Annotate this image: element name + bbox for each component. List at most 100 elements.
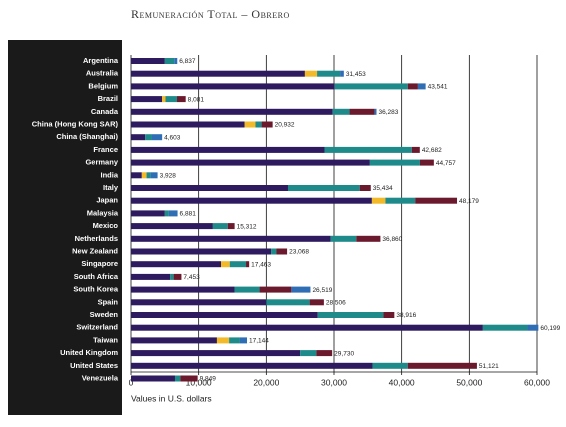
bar-segment: [131, 362, 373, 369]
category-label: United Kingdom: [60, 348, 118, 357]
bar-segment: [165, 96, 178, 103]
bar-segment: [407, 362, 477, 369]
bar-segment: [131, 324, 483, 331]
total-label: 6,881: [180, 211, 197, 218]
bar-segment: [164, 210, 169, 217]
category-label: Netherlands: [75, 234, 118, 243]
bar-segment: [324, 146, 412, 153]
total-label: 17,463: [251, 261, 271, 268]
bar-segment: [316, 350, 333, 357]
bar-segment: [174, 375, 181, 382]
category-label: Venezuela: [82, 373, 119, 382]
category-label: Japan: [96, 196, 118, 205]
category-label: United States: [70, 361, 118, 370]
total-label: 36,860: [382, 236, 402, 243]
total-label: 23,068: [289, 249, 309, 256]
bar-segment: [255, 121, 262, 128]
bar-segment: [332, 108, 350, 115]
bar-segment: [131, 223, 213, 230]
bar-segment: [131, 70, 305, 77]
bar-segment: [349, 108, 375, 115]
category-label: India: [100, 170, 118, 179]
bar-segment: [239, 337, 248, 344]
category-label: Brazil: [98, 94, 118, 103]
total-label: 28,506: [326, 300, 346, 307]
bar-segment: [374, 108, 377, 115]
bar-segment: [407, 83, 418, 90]
total-label: 51,121: [479, 363, 499, 370]
total-label: 43,541: [428, 84, 448, 91]
bar-segment: [304, 70, 318, 77]
bar-segment: [131, 235, 331, 242]
bar-segment: [212, 223, 228, 230]
bar-segment: [164, 58, 175, 64]
bar-segment: [415, 197, 458, 204]
category-label: Spain: [98, 297, 119, 306]
bar-segment: [276, 248, 288, 255]
bar-segment: [229, 261, 247, 268]
bar-segment: [291, 286, 311, 293]
total-label: 20,932: [275, 122, 295, 129]
category-label: Australia: [86, 69, 119, 78]
total-label: 29,730: [334, 350, 354, 357]
bar-segment: [227, 223, 235, 230]
total-label: 38,916: [396, 312, 416, 319]
bar-segment: [131, 299, 267, 306]
bar-segment: [131, 58, 165, 64]
total-label: 15,312: [237, 223, 257, 230]
category-label: Malaysia: [87, 208, 119, 217]
category-label: Switzerland: [76, 323, 118, 332]
x-tick-label: 40,000: [389, 377, 415, 387]
bar-segment: [131, 159, 370, 166]
bar-segment: [131, 121, 245, 128]
bar-segment: [174, 58, 178, 64]
bar-segment: [369, 159, 420, 166]
bar-segment: [131, 261, 221, 268]
bar-segment: [220, 261, 230, 268]
category-label: Canada: [91, 107, 119, 116]
total-label: 44,757: [436, 160, 456, 167]
x-tick-label: 20,000: [253, 377, 279, 387]
bar-segment: [266, 299, 310, 306]
bar-segment: [419, 159, 434, 166]
total-label: 31,453: [346, 71, 366, 78]
bar-segment: [385, 197, 416, 204]
bar-segment: [216, 337, 230, 344]
bar-segment: [482, 324, 528, 331]
bar-segment: [131, 248, 272, 255]
bar-segment: [168, 210, 178, 217]
bar-segment: [131, 312, 318, 318]
x-tick-label: 30,000: [321, 377, 347, 387]
bar-segment: [173, 273, 182, 280]
bar-segment: [131, 134, 146, 141]
bar-segment: [131, 185, 288, 191]
bar-segment: [131, 146, 325, 153]
bar-segment: [131, 96, 163, 103]
bar-segment: [131, 83, 335, 90]
bar-segment: [131, 375, 175, 382]
bar-segment: [287, 185, 360, 191]
bar-segment: [234, 286, 260, 293]
bar-segment: [411, 146, 420, 153]
bar-segment: [131, 273, 171, 280]
bar-segment: [131, 197, 372, 204]
total-label: 35,434: [373, 185, 393, 192]
bar-segment: [170, 273, 174, 280]
total-label: 26,519: [312, 287, 332, 294]
category-label: Argentina: [83, 56, 119, 65]
bar-segment: [371, 197, 386, 204]
bar-segment: [261, 121, 273, 128]
bar-segment: [300, 350, 317, 357]
category-label: Italy: [103, 183, 119, 192]
category-label: France: [93, 145, 118, 154]
bar-segment: [271, 248, 277, 255]
bar-segment: [372, 362, 408, 369]
total-label: 36,283: [379, 109, 399, 116]
bar-segment: [131, 337, 217, 344]
x-axis-label: Values in U.S. dollars: [131, 393, 212, 403]
bar-segment: [180, 375, 198, 382]
chart-title: Remuneración Total – Obrero: [131, 7, 290, 21]
bar-segment: [229, 337, 240, 344]
bar-segment: [162, 96, 166, 103]
bar-segment: [131, 172, 142, 179]
